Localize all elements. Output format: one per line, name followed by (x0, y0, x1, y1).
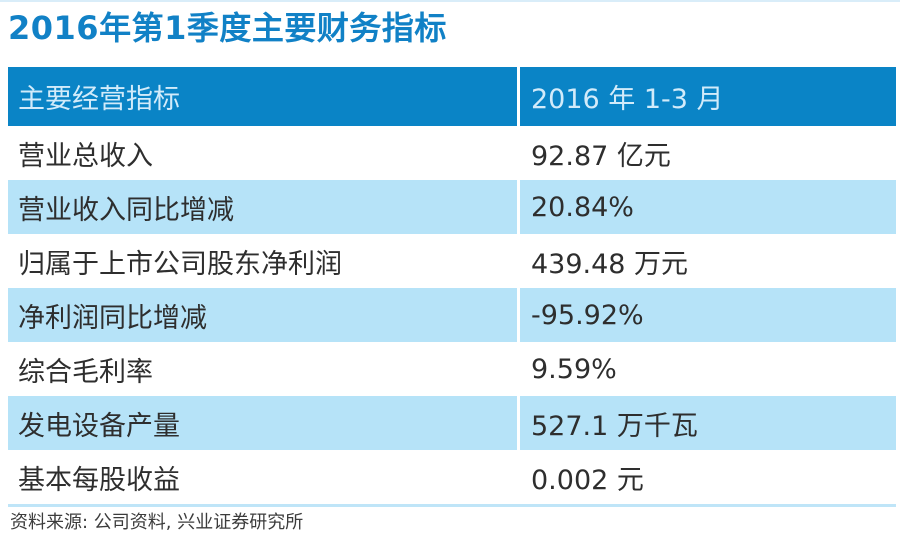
row-label: 发电设备产量 (18, 410, 180, 442)
header-cell-indicator: 主要经营指标 (18, 84, 180, 115)
row-value: 0.002 元 (517, 450, 896, 504)
row-label: 营业总收入 (18, 140, 153, 172)
row-value: 92.87 亿元 (517, 126, 896, 180)
table-row: 发电设备产量 527.1 万千瓦 (8, 396, 896, 450)
row-value: 439.48 万元 (517, 234, 896, 288)
table-row: 归属于上市公司股东净利润 439.48 万元 (8, 234, 896, 288)
table-row: 综合毛利率 9.59% (8, 342, 896, 396)
table-body: 营业总收入 92.87 亿元 营业收入同比增减 20.84% 归属于上市公司股东… (8, 126, 896, 504)
page-title: 2016年第1季度主要财务指标 (8, 9, 447, 47)
table-row: 营业总收入 92.87 亿元 (8, 126, 896, 180)
table-row: 营业收入同比增减 20.84% (8, 180, 896, 234)
header-cell-period: 2016 年 1-3 月 (517, 67, 896, 126)
row-label: 归属于上市公司股东净利润 (18, 248, 342, 280)
row-value: 20.84% (517, 180, 896, 234)
row-label: 综合毛利率 (18, 356, 153, 388)
row-value: 9.59% (517, 342, 896, 396)
row-value: -95.92% (517, 288, 896, 342)
source-note: 资料来源: 公司资料, 兴业证券研究所 (10, 512, 304, 533)
row-label: 净利润同比增减 (18, 302, 207, 334)
row-value: 527.1 万千瓦 (517, 396, 896, 450)
financial-indicators-table: 主要经营指标 2016 年 1-3 月 营业总收入 92.87 亿元 营业收入同… (8, 67, 896, 507)
table-row: 基本每股收益 0.002 元 (8, 450, 896, 504)
row-label: 基本每股收益 (18, 464, 180, 496)
table-row: 净利润同比增减 -95.92% (8, 288, 896, 342)
row-label: 营业收入同比增减 (18, 194, 234, 226)
top-divider-rule (0, 0, 900, 2)
table-header-row: 主要经营指标 2016 年 1-3 月 (8, 67, 896, 126)
